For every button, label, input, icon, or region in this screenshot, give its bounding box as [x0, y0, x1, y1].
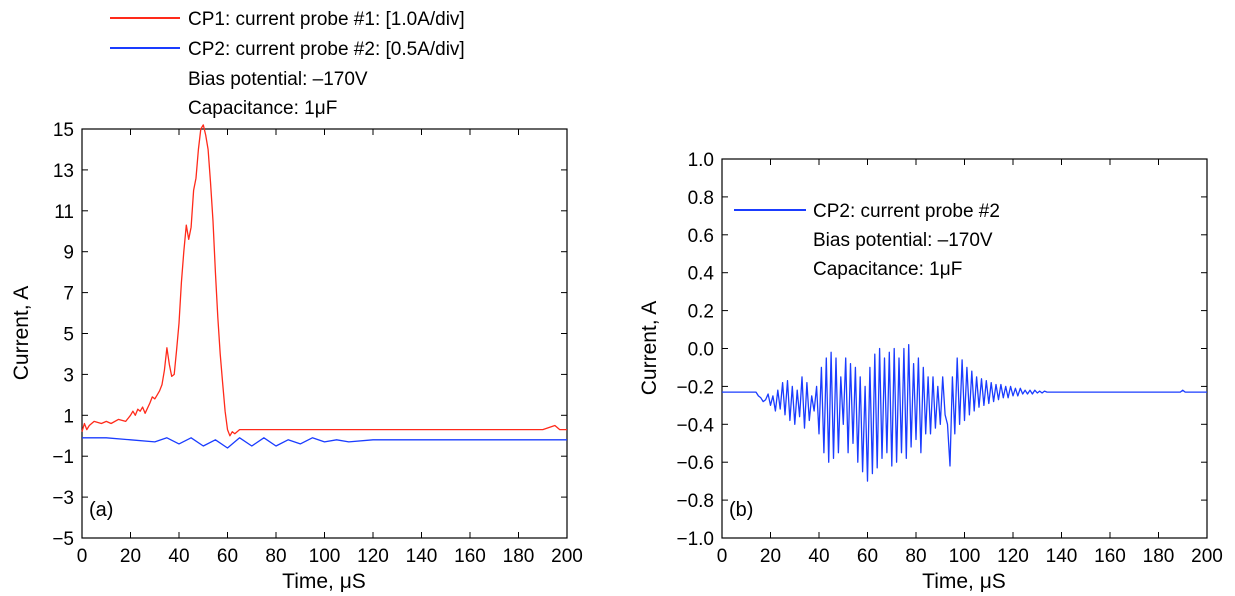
chart-a-legend-cp2: CP2: current probe #2: [0.5A/div] [188, 39, 465, 60]
chart-a-xtick-label: 80 [265, 546, 286, 567]
chart-b-xtick-label: 40 [808, 546, 829, 567]
chart-b-ylabel: Current, A [638, 301, 661, 396]
chart-a-xlabel: Time, μS [282, 570, 366, 593]
chart-b-xtick-label: 80 [905, 546, 926, 567]
chart-a-panel-label: (a) [89, 499, 113, 521]
chart-a-xtick-label: 180 [503, 546, 535, 567]
chart-a-xtick-label: 200 [551, 546, 583, 567]
chart-a-ytick-label: 7 [63, 284, 74, 305]
chart-a-xtick-label: 140 [406, 546, 438, 567]
chart-b: 0 20 40 60 80 100 120 140 160 180 200 −1.0 −0.8 −0.6 −… [638, 150, 1223, 593]
chart-b-xtick-label: 20 [760, 546, 781, 567]
chart-b-ytick-label: 0.2 [688, 302, 714, 323]
chart-b-ticks-group: 0 20 40 60 80 100 120 140 160 180 200 −1.0 −0.8 −0.6 −… [676, 150, 1222, 567]
chart-b-legend-cp2: CP2: current probe #2 [813, 201, 1000, 222]
chart-a-series-group [81, 124, 567, 449]
chart-b-ytick-label: 0.4 [688, 264, 715, 285]
chart-b-xtick-label: 0 [717, 546, 728, 567]
chart-a-ytick-label: 3 [63, 365, 74, 386]
chart-a-ytick-label: −5 [52, 529, 74, 550]
chart-b-xtick-label: 180 [1143, 546, 1175, 567]
chart-a-xtick-label: 100 [309, 546, 341, 567]
chart-a-xtick-label: 120 [357, 546, 389, 567]
chart-a-series-line-2 [82, 437, 567, 449]
chart-a-xtick-label: 0 [77, 546, 88, 567]
chart-b-annotation-capacitance: Capacitance: 1μF [813, 259, 962, 280]
chart-a: 0 20 40 60 80 100 120 140 160 180 200−5−3−11357911… [10, 9, 583, 593]
chart-a-ticks-group: 0 20 40 60 80 100 120 140 160 180 200−5−3−11357911… [52, 120, 583, 567]
chart-b-xtick-label: 100 [949, 546, 981, 567]
chart-b-ytick-label: −0.4 [676, 415, 714, 436]
chart-b-xtick-label: 60 [857, 546, 878, 567]
chart-b-xtick-label: 120 [997, 546, 1029, 567]
chart-a-ytick-label: 9 [63, 243, 74, 264]
chart-b-ytick-label: 0.8 [688, 188, 714, 209]
chart-b-annotation-bias: Bias potential: –170V [813, 230, 993, 251]
chart-b-panel-label: (b) [729, 499, 753, 521]
chart-b-ytick-label: 1.0 [688, 150, 714, 171]
chart-b-ytick-label: 0.0 [688, 340, 714, 361]
chart-b-series-line-1 [722, 344, 1207, 482]
chart-b-ytick-label: −0.8 [676, 491, 714, 512]
chart-a-annotation-bias: Bias potential: –170V [188, 69, 368, 90]
chart-b-ytick-label: −0.6 [676, 453, 714, 474]
chart-a-xtick-label: 20 [120, 546, 141, 567]
chart-a-plot-frame [81, 128, 568, 539]
chart-b-xtick-label: 200 [1191, 546, 1223, 567]
chart-a-series-line-1 [81, 124, 567, 437]
chart-b-xlabel: Time, μS [922, 570, 1006, 593]
chart-a-xtick-label: 60 [217, 546, 238, 567]
chart-a-ytick-label: 15 [53, 120, 74, 141]
chart-b-xtick-label: 140 [1046, 546, 1078, 567]
chart-a-legend-cp1: CP1: current probe #1: [1.0A/div] [188, 9, 465, 30]
chart-b-xtick-label: 160 [1094, 546, 1126, 567]
chart-a-ytick-label: 13 [53, 161, 74, 182]
chart-a-xtick-label: 160 [454, 546, 486, 567]
chart-b-ytick-label: −1.0 [676, 529, 714, 550]
chart-b-series-group [722, 344, 1207, 482]
chart-a-xtick-label: 40 [168, 546, 189, 567]
chart-a-ytick-label: 5 [63, 325, 74, 346]
chart-a-annotation-capacitance: Capacitance: 1μF [188, 98, 337, 119]
chart-a-ytick-label: −1 [52, 447, 74, 468]
chart-b-ytick-label: 0.6 [688, 226, 714, 247]
chart-a-ytick-label: 11 [54, 202, 74, 223]
chart-a-ytick-label: 1 [63, 406, 74, 427]
chart-b-ytick-label: −0.2 [676, 377, 714, 398]
chart-a-ytick-label: −3 [52, 488, 74, 509]
chart-a-ylabel: Current, A [10, 286, 33, 381]
